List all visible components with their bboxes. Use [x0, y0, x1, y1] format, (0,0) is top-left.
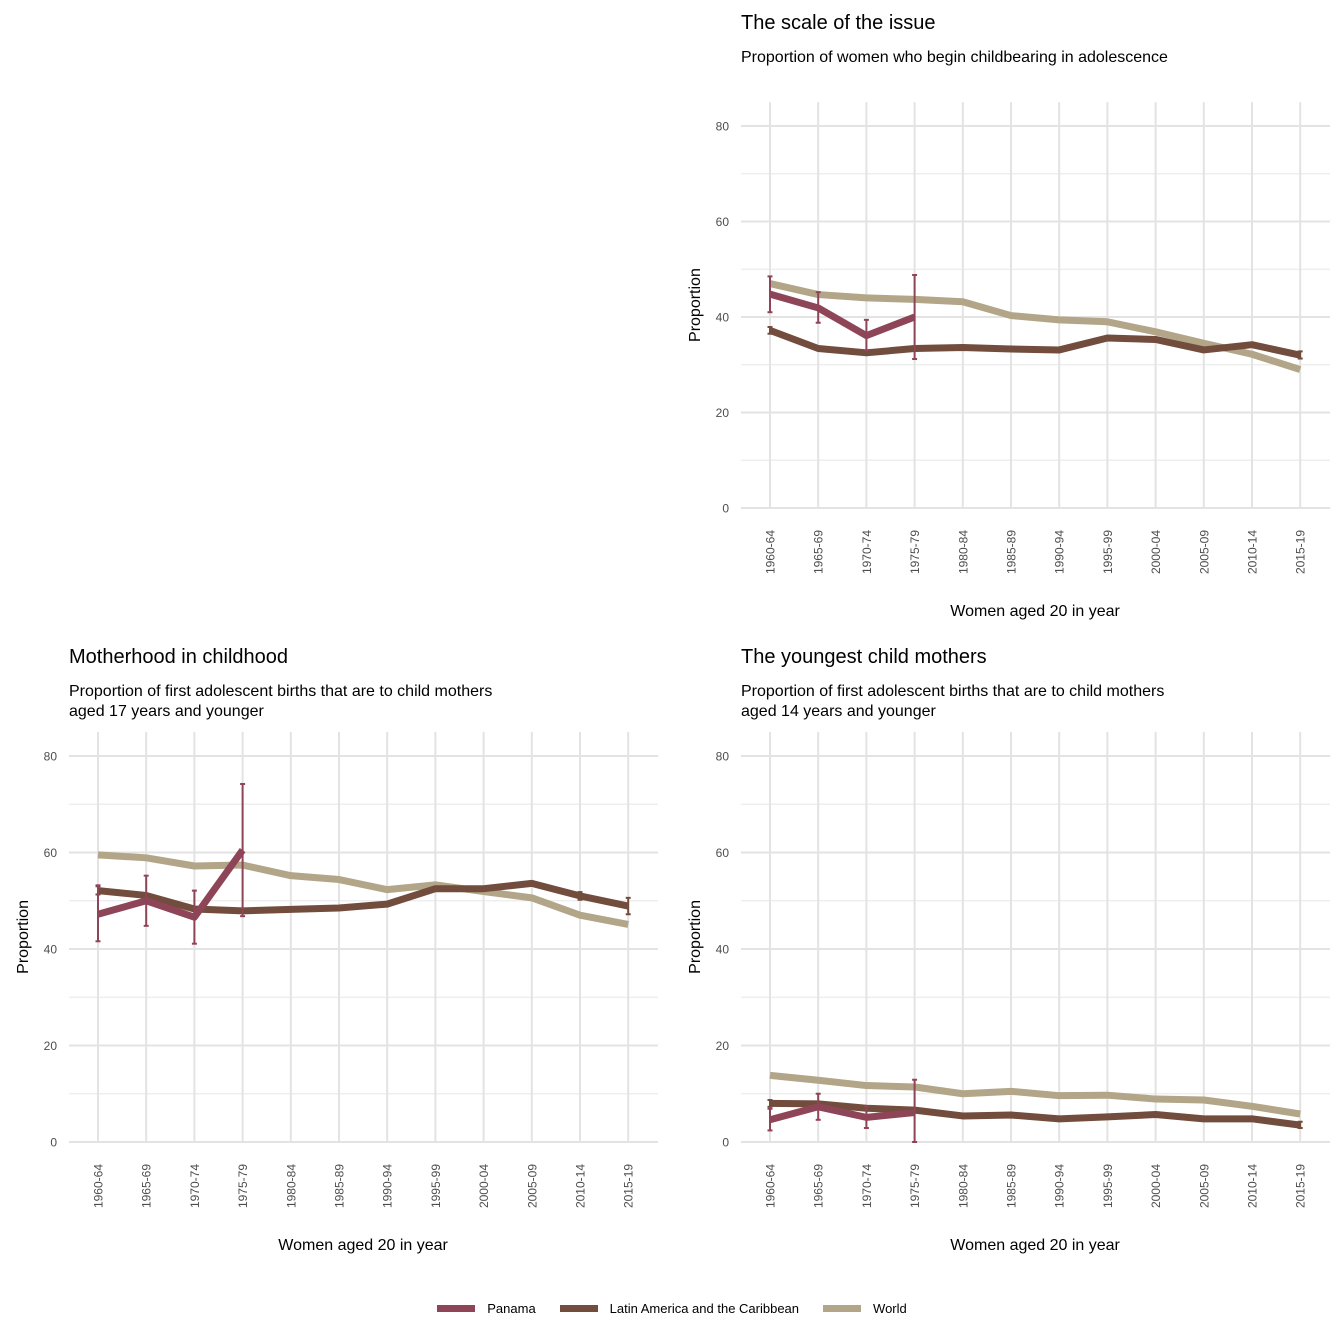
x-tick-label: 1960-64	[92, 1164, 106, 1208]
x-tick-label: 1980-84	[956, 1164, 970, 1208]
x-tick-label: 2015-19	[1294, 530, 1308, 574]
legend-item-latin-america: Latin America and the Caribbean	[559, 1300, 800, 1316]
x-tick-label: 1965-69	[812, 1164, 826, 1208]
x-tick-label: 2005-09	[1197, 1164, 1211, 1208]
x-tick-label: 1990-94	[381, 1164, 395, 1208]
y-axis-label: Proportion	[15, 900, 32, 974]
x-tick-label: 1960-64	[764, 530, 778, 574]
x-tick-label: 2010-14	[1246, 530, 1260, 574]
legend-item-panama: Panama	[437, 1300, 536, 1316]
y-axis-label: Proportion	[687, 900, 704, 974]
chart-canvas: 0 20 40 60 80 1960-64 1965-69 1970-74 1975-79 198…	[15, 102, 1330, 1254]
x-tick-label: 2005-09	[1197, 530, 1211, 574]
series-line-latin-america-and-the-caribbean	[769, 1099, 1301, 1129]
panel-subtitle: Proportion of first adolescent births th…	[741, 683, 1165, 720]
panel-title: The scale of the issue	[741, 12, 936, 34]
x-tick-label: 1970-74	[860, 530, 874, 574]
y-tick-label: 0	[722, 1136, 729, 1150]
panel-subtitle: Proportion of first adolescent births th…	[69, 683, 493, 720]
legend-label: World	[873, 1300, 907, 1316]
x-tick-label: 1970-74	[188, 1164, 202, 1208]
x-tick-label: 1985-89	[1005, 1164, 1019, 1208]
x-axis-label: Women aged 20 in year	[950, 1237, 1120, 1254]
y-tick-label: 20	[716, 406, 730, 420]
y-tick-label: 40	[44, 943, 58, 957]
y-tick-label: 80	[44, 750, 58, 764]
x-axis-label: Women aged 20 in year	[278, 1237, 448, 1254]
x-tick-label: 1965-69	[140, 1164, 154, 1208]
x-tick-label: 1980-84	[956, 530, 970, 574]
x-tick-label: 2005-09	[525, 1164, 539, 1208]
legend-item-world: World	[823, 1301, 907, 1316]
y-tick-label: 60	[716, 215, 730, 229]
legend-label: Latin America and the Caribbean	[609, 1300, 800, 1316]
x-tick-label: 1995-99	[1101, 530, 1115, 574]
x-tick-label: 1960-64	[764, 1164, 778, 1208]
x-tick-label: 2000-04	[477, 1164, 491, 1208]
legend-swatch	[437, 1304, 476, 1312]
y-tick-label: 60	[716, 846, 730, 860]
x-tick-label: 1990-94	[1053, 530, 1067, 574]
y-tick-label: 20	[716, 1039, 730, 1053]
series-line-world	[769, 280, 1302, 373]
series-line-panama	[769, 290, 916, 340]
x-tick-label: 1975-79	[908, 1164, 922, 1208]
y-tick-label: 60	[44, 846, 58, 860]
panel-title: The youngest child mothers	[741, 646, 987, 668]
x-tick-label: 2010-14	[1246, 1164, 1260, 1208]
x-tick-label: 1985-89	[1005, 530, 1019, 574]
x-tick-label: 1995-99	[429, 1164, 443, 1208]
legend: Panama Latin America and the Caribbean W…	[0, 1296, 1344, 1320]
x-tick-label: 1990-94	[1053, 1164, 1067, 1208]
y-tick-label: 0	[722, 502, 729, 516]
series-line-world	[769, 1071, 1301, 1118]
x-tick-label: 2010-14	[574, 1164, 588, 1208]
plot-panel: 0 20 40 60 80 1960-64 1965-69 1970-74 1975-79 198…	[687, 102, 1330, 620]
y-tick-label: 0	[50, 1136, 57, 1150]
y-tick-label: 80	[716, 120, 730, 134]
x-tick-label: 1980-84	[284, 1164, 298, 1208]
series-line-panama	[97, 848, 246, 921]
x-axis-label: Women aged 20 in year	[950, 603, 1120, 620]
x-tick-label: 1995-99	[1101, 1164, 1115, 1208]
x-tick-label: 2000-04	[1149, 1164, 1163, 1208]
legend-label: Panama	[487, 1300, 536, 1316]
legend-swatch	[559, 1304, 598, 1312]
y-axis-label: Proportion	[687, 268, 704, 342]
legend-swatch	[823, 1304, 862, 1312]
series-line-world	[97, 851, 629, 928]
series-line-latin-america-and-the-caribbean	[768, 327, 1301, 359]
x-tick-label: 2015-19	[622, 1164, 636, 1208]
x-tick-label: 1985-89	[333, 1164, 347, 1208]
y-tick-label: 80	[716, 750, 730, 764]
y-tick-label: 40	[716, 943, 730, 957]
x-tick-label: 1965-69	[812, 530, 826, 574]
x-tick-label: 2000-04	[1149, 530, 1163, 574]
series-line-latin-america-and-the-caribbean	[97, 879, 629, 915]
x-tick-label: 1970-74	[860, 1164, 874, 1208]
x-tick-label: 1975-79	[236, 1164, 250, 1208]
panel-subtitle: Proportion of women who begin childbeari…	[741, 49, 1168, 66]
series-line-panama	[769, 1103, 915, 1124]
x-tick-label: 1975-79	[908, 530, 922, 574]
plot-panel: 0 20 40 60 80 1960-64 1965-69 1970-74 1975-79 198…	[687, 731, 1330, 1254]
panel-title: Motherhood in childhood	[69, 646, 289, 668]
y-tick-label: 20	[44, 1039, 58, 1053]
x-tick-label: 2015-19	[1294, 1164, 1308, 1208]
plot-panel: 0 20 40 60 80 1960-64 1965-69 1970-74 1975-79 198…	[15, 731, 658, 1254]
y-tick-label: 40	[716, 311, 730, 325]
